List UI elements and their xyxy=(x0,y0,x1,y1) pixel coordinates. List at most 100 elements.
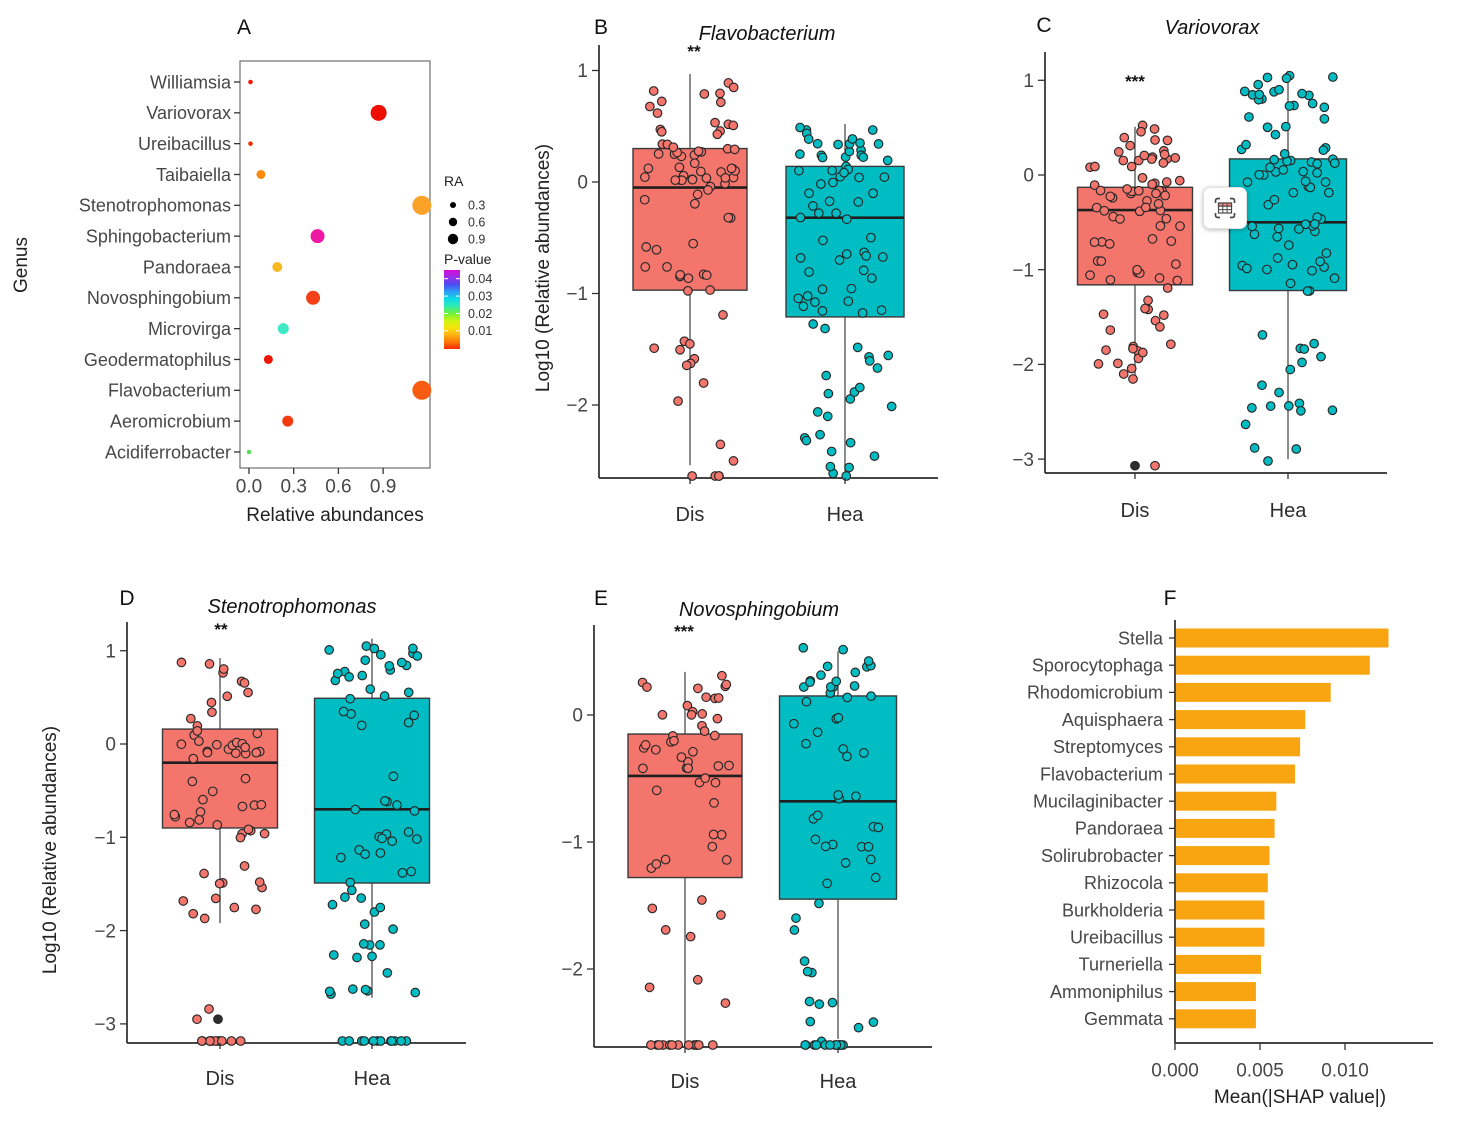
jitter-point xyxy=(1274,387,1284,398)
jitter-point xyxy=(715,439,726,450)
jitter-point xyxy=(640,262,651,272)
jitter-point xyxy=(1242,177,1253,187)
scatter-dot-williamsia xyxy=(248,79,253,85)
y-tick-label: −1 xyxy=(561,833,583,854)
jitter-point xyxy=(324,645,335,655)
jitter-point xyxy=(812,138,823,149)
jitter-point xyxy=(1089,180,1100,190)
jitter-point xyxy=(814,898,824,909)
jitter-point xyxy=(1093,359,1104,369)
shap-bar-pandoraea xyxy=(1176,818,1275,838)
jitter-point xyxy=(392,800,402,810)
floor-point xyxy=(800,1040,811,1050)
floor-point xyxy=(825,1040,835,1050)
legend-size-label: 0.9 xyxy=(468,232,485,246)
significance-stars: *** xyxy=(1125,72,1145,91)
jitter-point xyxy=(1166,236,1177,247)
jitter-point xyxy=(1112,358,1123,369)
jitter-point xyxy=(723,212,734,223)
jitter-point xyxy=(820,323,830,334)
jitter-point xyxy=(863,841,874,852)
jitter-point xyxy=(718,310,728,320)
y-tick-label: 1 xyxy=(577,61,588,82)
jitter-point xyxy=(1329,273,1340,284)
bar-category-label: Stella xyxy=(1118,628,1164,648)
floor-point xyxy=(368,1036,379,1046)
genus-tick-label: Ureibacillus xyxy=(138,134,231,154)
jitter-point xyxy=(1136,126,1146,137)
jitter-point xyxy=(823,388,834,399)
floor-point xyxy=(386,1036,397,1046)
scatter-dot-acidiferrobacter xyxy=(246,449,252,455)
floor-point xyxy=(683,1040,694,1050)
y-tick-label: −1 xyxy=(566,284,588,305)
jitter-point xyxy=(336,852,346,863)
outlier-point xyxy=(1130,460,1140,471)
table-capture-button[interactable] xyxy=(1203,187,1247,229)
jitter-point xyxy=(868,188,878,199)
jitter-point xyxy=(674,162,685,173)
floor-point xyxy=(811,1040,822,1050)
jitter-point xyxy=(656,126,667,137)
jitter-point xyxy=(882,155,893,166)
bar-category-label: Streptomyces xyxy=(1053,737,1163,757)
jitter-point xyxy=(1265,401,1276,411)
jitter-point xyxy=(693,146,704,157)
jitter-point xyxy=(229,902,240,913)
jitter-point xyxy=(369,643,380,654)
jitter-point xyxy=(380,796,390,806)
jitter-point xyxy=(403,687,414,698)
panel-E: 0 −1 −2 Dis Hea Novosphingobium*** E xyxy=(561,587,932,1093)
jitter-point xyxy=(713,693,724,703)
jitter-point xyxy=(1329,158,1340,169)
jitter-point xyxy=(815,429,825,440)
jitter-point xyxy=(1099,205,1110,216)
jitter-point xyxy=(1126,161,1137,172)
jitter-point xyxy=(1269,154,1280,165)
jitter-point xyxy=(868,1017,879,1028)
jitter-point xyxy=(673,396,683,407)
jitter-point xyxy=(872,363,883,373)
jitter-point xyxy=(1316,351,1326,362)
jitter-point xyxy=(1323,187,1334,198)
jitter-point xyxy=(1170,152,1181,163)
jitter-point xyxy=(360,655,371,666)
floor-point xyxy=(196,1036,207,1046)
jitter-point xyxy=(701,173,712,183)
jitter-point xyxy=(1150,135,1160,145)
jitter-point xyxy=(681,360,692,371)
jitter-point xyxy=(698,378,709,388)
jitter-point xyxy=(375,649,386,660)
jitter-point xyxy=(202,747,213,758)
jitter-point xyxy=(710,777,721,788)
jitter-point xyxy=(206,697,217,708)
jitter-point xyxy=(218,664,229,674)
table-scan-icon xyxy=(1214,197,1236,219)
jitter-point xyxy=(855,138,865,148)
jitter-point xyxy=(1302,286,1313,296)
jitter-point xyxy=(804,996,815,1007)
jitter-point xyxy=(724,760,734,771)
jitter-point xyxy=(1170,259,1181,269)
jitter-point xyxy=(207,786,218,797)
jitter-point xyxy=(810,297,820,308)
x-category-label: Hea xyxy=(354,1068,392,1090)
jitter-point xyxy=(701,270,712,281)
floor-point xyxy=(216,1036,227,1046)
jitter-point xyxy=(1132,264,1143,275)
panel-D: 1 0 −1 −2 −3 Dis Hea Stenotrophomonas ** D Log10 (… xyxy=(40,587,466,1090)
jitter-point xyxy=(804,267,814,277)
jitter-point xyxy=(1262,72,1273,83)
plot-title: Flavobacterium xyxy=(699,23,836,45)
jitter-point xyxy=(822,878,833,889)
jitter-point xyxy=(715,88,725,99)
jitter-point xyxy=(805,677,815,688)
jitter-point xyxy=(721,679,732,690)
x-category-label: Dis xyxy=(676,504,705,526)
jitter-point xyxy=(851,791,861,802)
scatter-dot-ureibacillus xyxy=(248,141,253,146)
jitter-point xyxy=(867,125,878,135)
jitter-point xyxy=(194,736,204,747)
jitter-point xyxy=(1241,139,1251,150)
jitter-point xyxy=(843,296,854,307)
